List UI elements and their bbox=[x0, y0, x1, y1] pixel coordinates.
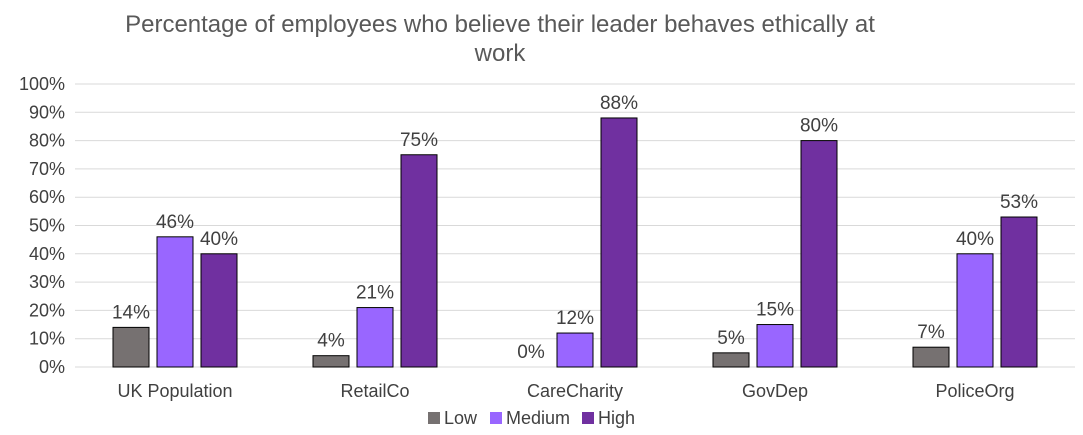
data-label: 14% bbox=[112, 302, 150, 323]
legend-swatch bbox=[582, 412, 594, 424]
x-axis-ticks: UK Population RetailCo CareCharity GovDep Po… bbox=[117, 381, 1014, 401]
data-label: 21% bbox=[356, 283, 394, 304]
bar-medium bbox=[556, 332, 594, 368]
data-label: 12% bbox=[556, 308, 594, 329]
bar-high bbox=[400, 154, 438, 368]
data-label: 40% bbox=[200, 229, 238, 250]
bar-medium bbox=[756, 324, 794, 368]
x-tick-label: GovDep bbox=[742, 381, 808, 401]
legend-label: High bbox=[598, 408, 635, 428]
bar-high bbox=[800, 140, 838, 368]
y-tick-label: 90% bbox=[29, 102, 65, 122]
x-tick-label: CareCharity bbox=[527, 381, 623, 401]
x-tick-label: PoliceOrg bbox=[935, 381, 1014, 401]
data-label: 15% bbox=[756, 300, 794, 321]
bar-high bbox=[1000, 216, 1038, 368]
data-label: 7% bbox=[917, 322, 945, 343]
y-tick-label: 60% bbox=[29, 187, 65, 207]
y-tick-label: 40% bbox=[29, 244, 65, 264]
y-tick-label: 20% bbox=[29, 300, 65, 320]
legend-swatch bbox=[490, 412, 502, 424]
x-tick-label: RetailCo bbox=[340, 381, 409, 401]
bars bbox=[112, 117, 1038, 368]
data-label: 46% bbox=[156, 212, 194, 233]
chart-title-line-1: Percentage of employees who believe thei… bbox=[125, 11, 875, 38]
bar-medium bbox=[356, 307, 394, 368]
bar-medium bbox=[156, 236, 194, 368]
y-tick-label: 10% bbox=[29, 329, 65, 349]
y-tick-label: 30% bbox=[29, 272, 65, 292]
bar-high bbox=[200, 253, 238, 368]
data-label: 40% bbox=[956, 229, 994, 250]
legend-item-low: Low bbox=[428, 408, 478, 428]
legend: Low Medium High bbox=[428, 408, 635, 428]
y-tick-label: 0% bbox=[39, 357, 65, 377]
y-tick-label: 100% bbox=[19, 74, 65, 94]
x-tick-label: UK Population bbox=[117, 381, 232, 401]
gridlines bbox=[75, 83, 1075, 368]
bar-low bbox=[312, 355, 350, 368]
data-label: 80% bbox=[800, 116, 838, 137]
data-labels: 14% 46% 40% 4% 21% 75% 0% 12% 88% 5% 15% 80% 7% 40% 53… bbox=[112, 93, 1038, 363]
bar-medium bbox=[956, 253, 994, 368]
data-label: 88% bbox=[600, 93, 638, 114]
y-tick-label: 80% bbox=[29, 131, 65, 151]
data-label: 5% bbox=[717, 328, 745, 349]
bar-low bbox=[712, 352, 750, 368]
legend-swatch bbox=[428, 412, 440, 424]
bar-high bbox=[600, 117, 638, 368]
legend-item-medium: Medium bbox=[490, 408, 570, 428]
data-label: 75% bbox=[400, 130, 438, 151]
y-tick-label: 50% bbox=[29, 216, 65, 236]
data-label: 0% bbox=[517, 342, 545, 363]
legend-item-high: High bbox=[582, 408, 635, 428]
bar-low bbox=[912, 346, 950, 368]
data-label: 4% bbox=[317, 331, 345, 352]
data-label: 53% bbox=[1000, 192, 1038, 213]
y-tick-label: 70% bbox=[29, 159, 65, 179]
legend-label: Low bbox=[444, 408, 478, 428]
bar-low bbox=[112, 326, 150, 368]
chart-title-line-2: work bbox=[474, 40, 527, 67]
y-axis-ticks: 0% 10% 20% 30% 40% 50% 60% 70% 80% 90% 100% bbox=[19, 74, 65, 377]
legend-label: Medium bbox=[506, 408, 570, 428]
